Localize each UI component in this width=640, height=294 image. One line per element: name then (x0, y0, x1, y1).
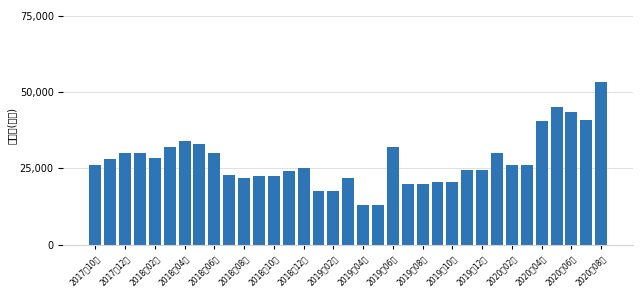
Bar (209, 153, 220, 245)
Bar (119, 153, 131, 245)
Bar (506, 166, 518, 245)
Bar (312, 191, 324, 245)
Bar (402, 184, 413, 245)
Bar (283, 171, 294, 245)
Bar (90, 166, 101, 245)
Bar (580, 120, 592, 245)
Bar (268, 176, 280, 245)
Bar (342, 178, 354, 245)
Bar (193, 144, 205, 245)
Bar (461, 170, 473, 245)
Bar (536, 121, 548, 245)
Bar (328, 191, 339, 245)
Y-axis label: 거래량(건수): 거래량(건수) (7, 107, 17, 144)
Bar (253, 176, 265, 245)
Bar (550, 108, 563, 245)
Bar (476, 170, 488, 245)
Bar (566, 112, 577, 245)
Bar (372, 205, 384, 245)
Bar (104, 159, 116, 245)
Bar (417, 184, 429, 245)
Bar (149, 158, 161, 245)
Bar (447, 182, 458, 245)
Bar (223, 175, 235, 245)
Bar (431, 182, 444, 245)
Bar (134, 153, 146, 245)
Bar (357, 205, 369, 245)
Bar (164, 147, 175, 245)
Bar (298, 168, 310, 245)
Bar (387, 147, 399, 245)
Bar (595, 82, 607, 245)
Bar (521, 166, 532, 245)
Bar (491, 153, 503, 245)
Bar (238, 178, 250, 245)
Bar (179, 141, 191, 245)
